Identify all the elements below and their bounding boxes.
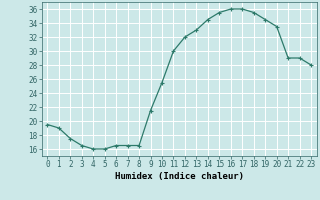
X-axis label: Humidex (Indice chaleur): Humidex (Indice chaleur) <box>115 172 244 181</box>
